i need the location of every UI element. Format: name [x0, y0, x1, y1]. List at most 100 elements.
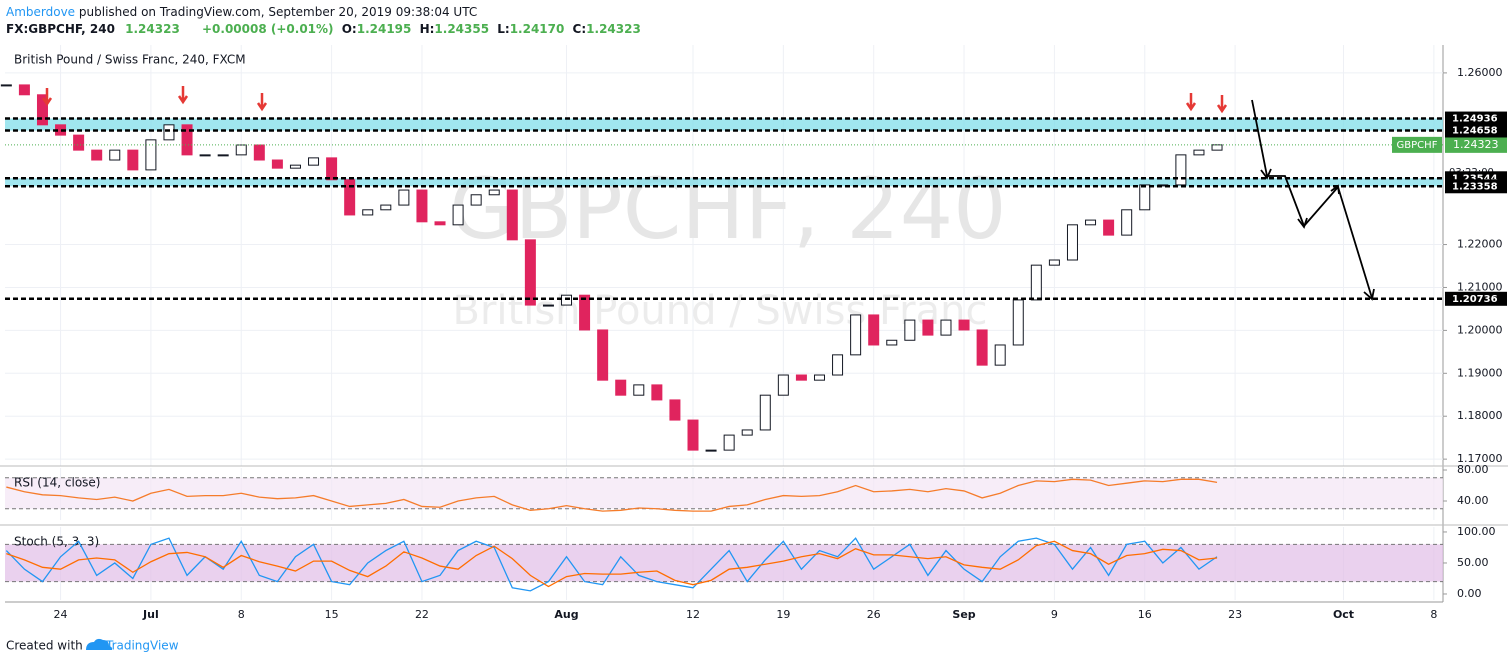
x-tick-label: 26 — [867, 608, 881, 621]
candle — [127, 149, 139, 171]
close: 1.24323 — [586, 22, 641, 36]
level-box — [1445, 111, 1507, 126]
x-tick-label: 24 — [54, 608, 68, 621]
zone — [5, 118, 1443, 131]
y-tick-label: 0.00 — [1457, 587, 1482, 600]
band — [5, 477, 1443, 509]
candle — [651, 384, 663, 401]
projection-heads — [1260, 168, 1375, 301]
x-tick-label: Jul — [142, 608, 159, 621]
candle — [398, 189, 410, 206]
candle — [1175, 154, 1187, 186]
x-tick-label: 22 — [415, 608, 429, 621]
candle — [18, 84, 30, 96]
level-label: 1.23544 — [1452, 173, 1498, 184]
candle — [380, 204, 392, 211]
candle — [235, 144, 247, 156]
x-tick-label: 8 — [238, 608, 245, 621]
candle — [777, 374, 789, 396]
candle — [741, 429, 753, 436]
logo — [86, 638, 113, 650]
x-tick-label: Oct — [1333, 608, 1354, 621]
y-tick-label: 1.18000 — [1457, 409, 1503, 422]
candle — [813, 374, 825, 381]
candle — [1139, 184, 1151, 211]
line — [6, 540, 1218, 588]
last-price-box — [1445, 136, 1507, 153]
candle — [271, 159, 283, 169]
x-tick-label: 19 — [776, 608, 790, 621]
candle — [868, 314, 880, 346]
candle — [506, 189, 518, 241]
candle — [36, 94, 48, 126]
footer-brand: TradingView — [105, 639, 179, 653]
candle — [1030, 264, 1042, 301]
pane-title: British Pound / Swiss Franc, 240, FXCM — [14, 53, 246, 67]
candle — [832, 354, 844, 376]
y-tick-label: 80.00 — [1457, 463, 1489, 476]
candle — [687, 419, 699, 451]
candle — [1012, 299, 1024, 346]
x-tick-label: 15 — [325, 608, 339, 621]
candle — [597, 329, 609, 381]
candle — [145, 139, 157, 171]
x-tick-label: 23 — [1228, 608, 1242, 621]
level-box — [1445, 291, 1507, 306]
candle — [434, 221, 446, 226]
candle — [669, 399, 681, 421]
candle — [579, 294, 591, 331]
candle — [217, 154, 229, 157]
last-name: GBPCHF — [1397, 140, 1438, 151]
high: 1.24355 — [434, 22, 489, 36]
x-tick-label: 16 — [1138, 608, 1152, 621]
candle — [73, 134, 85, 151]
open: 1.24195 — [357, 22, 412, 36]
candle — [308, 157, 320, 166]
candle — [795, 374, 807, 381]
arrow — [1185, 93, 1197, 112]
candle — [904, 319, 916, 341]
x-tick-label: Aug — [554, 608, 578, 621]
candle — [542, 304, 554, 307]
candle — [181, 124, 193, 156]
footer-created: Created with — [6, 639, 83, 653]
y-tick-label: 1.21000 — [1457, 280, 1503, 293]
header-line: Amberdove published on TradingView.com, … — [6, 5, 477, 19]
change: +0.00008 (+0.01%) — [202, 22, 334, 36]
level-label: 1.24936 — [1452, 114, 1498, 125]
level-box — [1445, 179, 1507, 194]
zone — [5, 178, 1443, 187]
candle — [633, 384, 645, 396]
candle — [561, 294, 573, 306]
y-tick-label: 1.26000 — [1457, 66, 1503, 79]
candle — [1211, 144, 1223, 151]
x-tick-label: Sep — [952, 608, 975, 621]
low-label: L: — [497, 22, 509, 36]
last-name-box — [1392, 136, 1442, 153]
x-tick-label: 9 — [1051, 608, 1058, 621]
candle — [850, 314, 862, 356]
arrow — [41, 88, 53, 107]
x-tick-label: 8 — [1430, 608, 1437, 621]
annotations — [41, 86, 1375, 301]
candle — [759, 394, 771, 431]
candle — [488, 189, 500, 196]
candle — [886, 339, 898, 346]
level-label: 1.20736 — [1452, 294, 1498, 305]
candle — [958, 319, 970, 331]
arrow — [177, 86, 189, 105]
band — [5, 544, 1443, 582]
close-label: C: — [573, 22, 587, 36]
candle — [452, 204, 464, 226]
line — [6, 478, 1218, 512]
candle — [1066, 224, 1078, 261]
candle — [1103, 219, 1115, 236]
candle — [922, 319, 934, 336]
candle — [0, 84, 12, 87]
y-tick-label: 1.17000 — [1457, 452, 1503, 465]
panes: 24 Jul 8 15 22 Aug 12 19 26 Sep 9 16 23 Oct 8 1.26000 1.… — [0, 45, 1508, 621]
y-tick-label: 1.19000 — [1457, 366, 1503, 379]
y-tick-label: 40.00 — [1457, 494, 1489, 507]
